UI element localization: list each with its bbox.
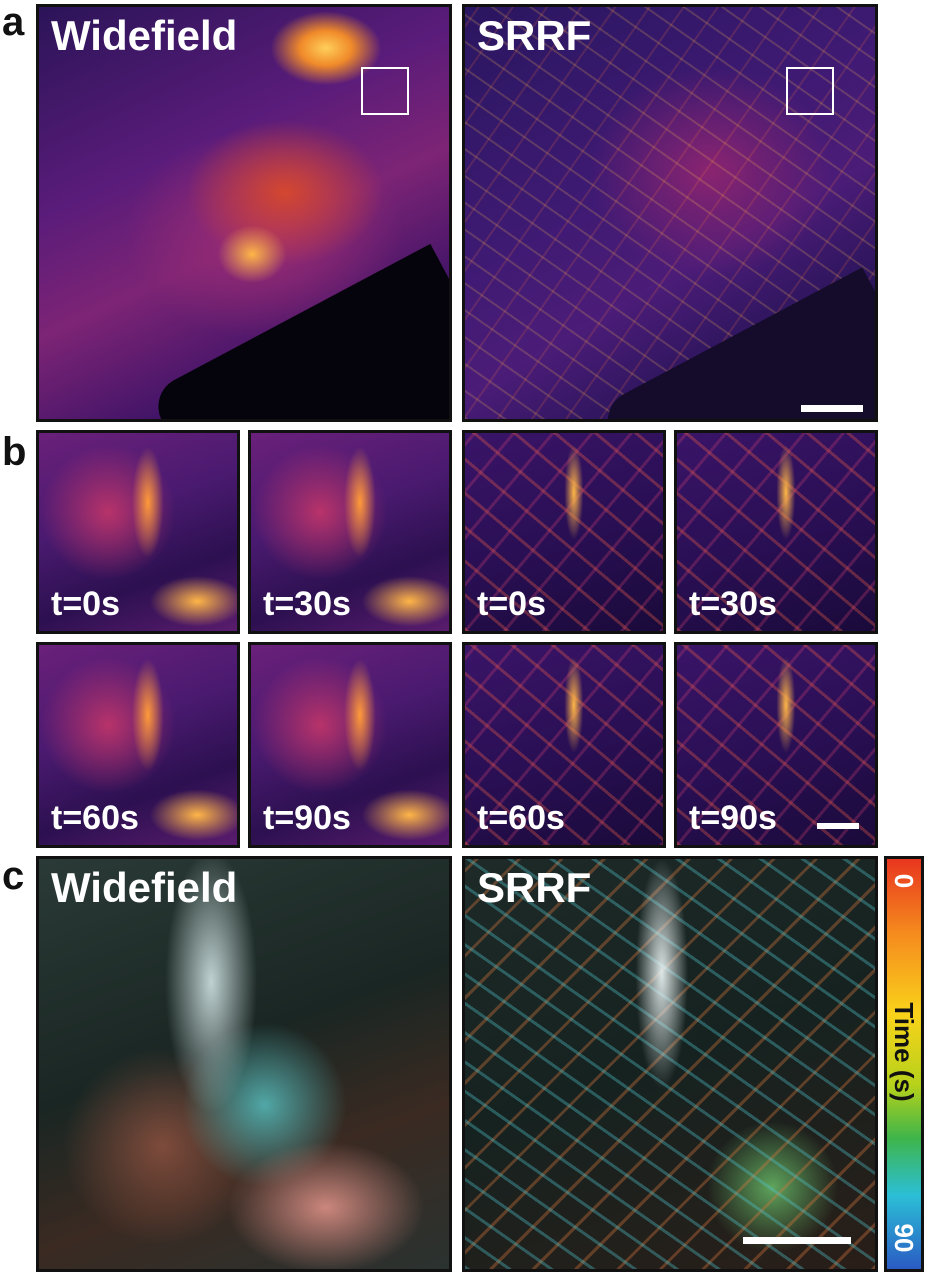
panel-b-widefield-t60-label: t=60s: [51, 799, 139, 837]
panel-a-widefield-roi-box: [361, 67, 409, 115]
panel-c-srrf-label: SRRF: [477, 864, 592, 911]
panel-a-widefield-image: Widefield: [36, 4, 452, 422]
panel-b-srrf-t60-label: t=60s: [477, 799, 565, 837]
panel-c-srrf-temporal-color-image: SRRF: [462, 856, 878, 1272]
panel-b-widefield-t60: t=60s: [36, 642, 240, 848]
panel-b-srrf-t0: t=0s: [462, 430, 666, 634]
panel-a-srrf-image: SRRF: [462, 4, 878, 422]
panel-b-widefield-t0-label: t=0s: [51, 585, 120, 623]
colorbar-min-label: 0: [889, 873, 919, 889]
colorbar-title: Time (s): [889, 1002, 919, 1102]
colorbar-max-label: 90: [889, 1223, 919, 1253]
panel-c-letter: c: [2, 854, 25, 898]
panel-b-srrf-t60: t=60s: [462, 642, 666, 848]
panel-b-srrf-t0-label: t=0s: [477, 585, 546, 623]
panel-b-srrf-t90: t=90s: [674, 642, 878, 848]
panel-b-widefield-t90: t=90s: [248, 642, 452, 848]
panel-c-widefield-label: Widefield: [51, 864, 238, 911]
panel-b-srrf-t30: t=30s: [674, 430, 878, 634]
panel-a-widefield-label: Widefield: [51, 12, 238, 59]
panel-b-letter: b: [2, 430, 27, 474]
panel-b-widefield-t90-label: t=90s: [263, 799, 351, 837]
panel-a-scale-bar: [801, 405, 863, 412]
time-colorbar: 0 Time (s) 90: [884, 856, 924, 1272]
panel-b-widefield-t30: t=30s: [248, 430, 452, 634]
panel-b-widefield-t0: t=0s: [36, 430, 240, 634]
panel-b-srrf-t30-label: t=30s: [689, 585, 777, 623]
panel-b-srrf-t90-label: t=90s: [689, 799, 777, 837]
panel-a-srrf-label: SRRF: [477, 12, 592, 59]
panel-a-srrf-roi-box: [786, 67, 834, 115]
panel-b-widefield-t30-label: t=30s: [263, 585, 351, 623]
panel-c-widefield-temporal-color-image: Widefield: [36, 856, 452, 1272]
panel-a-letter: a: [2, 0, 25, 44]
panel-c-scale-bar: [743, 1237, 851, 1244]
panel-b-scale-bar: [817, 823, 859, 829]
